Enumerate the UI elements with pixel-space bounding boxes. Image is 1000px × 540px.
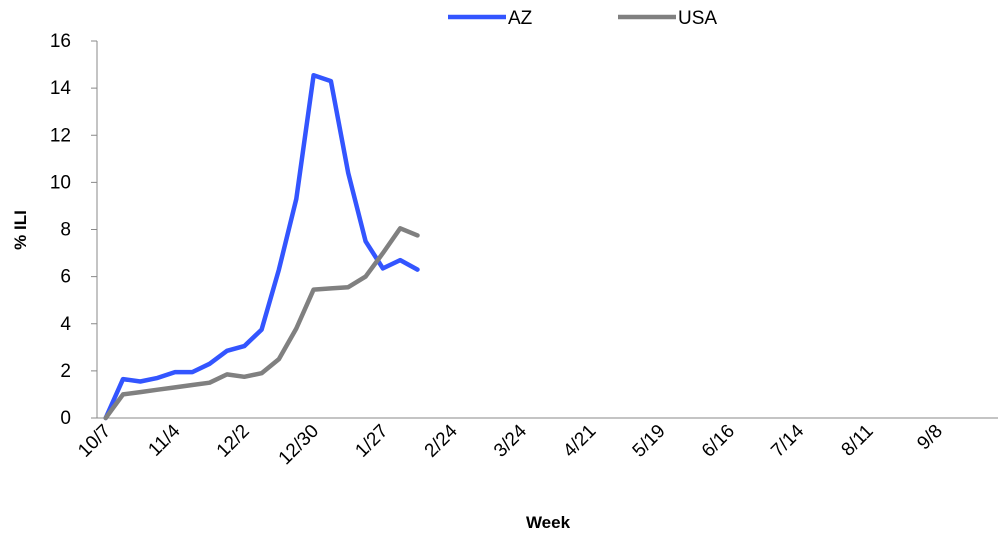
y-axis: 0 2 4 6 8 10 12 14 16 (50, 31, 98, 429)
x-tick-label: 1/27 (351, 421, 392, 462)
legend: AZ USA (448, 8, 717, 29)
legend-label: USA (678, 8, 717, 29)
y-tick-label: 14 (50, 78, 72, 99)
y-tick-label: 16 (50, 31, 71, 52)
series-line-az (103, 72, 420, 421)
x-tick-label: 12/2 (213, 421, 254, 462)
y-tick-label: 0 (60, 408, 71, 429)
x-tick-label: 3/24 (490, 420, 531, 461)
x-tick-label: 7/14 (767, 420, 808, 461)
series-line-usa (103, 226, 420, 421)
x-tick-label: 12/30 (275, 421, 323, 469)
y-tick-label: 12 (50, 125, 71, 146)
x-tick-label: 5/19 (629, 421, 670, 462)
x-axis-title: Week (526, 513, 571, 532)
legend-label: AZ (508, 8, 533, 29)
x-tick-label: 11/4 (144, 420, 184, 460)
y-tick-label: 6 (60, 267, 71, 288)
x-tick-label: 6/16 (698, 421, 739, 462)
y-tick-label: 10 (50, 172, 71, 193)
x-tick-label: 2/24 (421, 420, 462, 461)
series-layer (103, 72, 420, 421)
y-tick-label: 8 (60, 220, 71, 241)
y-tick-label: 4 (60, 314, 71, 335)
x-axis: 10/7 11/4 12/2 12/30 1/27 2/24 3/24 4/21 5/19 6/1… (74, 417, 998, 469)
y-tick-label: 2 (60, 361, 71, 382)
x-tick-label: 4/21 (559, 421, 600, 462)
x-tick-label: 9/8 (913, 421, 947, 455)
x-tick-label: 8/11 (838, 421, 878, 461)
y-axis-title: % ILI (11, 210, 30, 250)
x-tick-label: 10/7 (74, 421, 115, 462)
